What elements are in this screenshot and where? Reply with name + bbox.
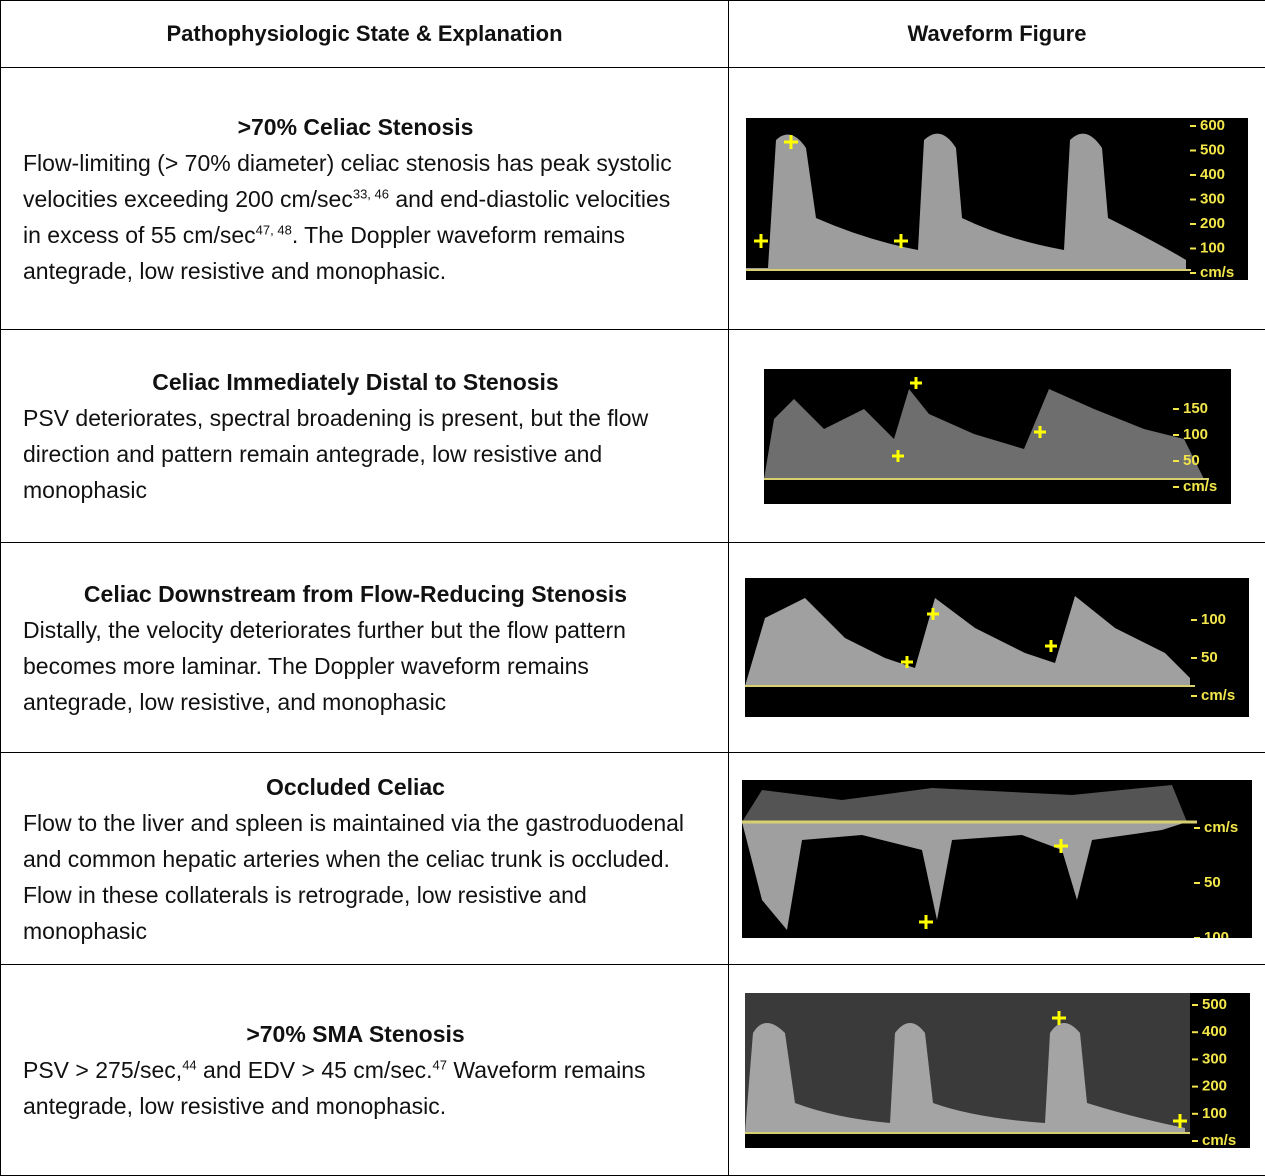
scale-label: 150: [1183, 399, 1208, 416]
waveform-figure: cm/s 50 100: [742, 779, 1252, 938]
cursor: [919, 838, 1068, 929]
body-text: Flow-limiting (> 70% diameter) celiac st…: [23, 149, 672, 212]
body-text: PSV deteriorates, spectral broadening is…: [23, 405, 649, 503]
waveform: [763, 388, 1204, 479]
scale-label: 500: [1202, 995, 1227, 1012]
scale-label: 100: [1201, 611, 1226, 628]
waveform: [745, 596, 1190, 686]
noise: [744, 992, 1190, 1133]
row: >70% Celiac Stenosis Flow-limiting (> 70%…: [0, 67, 1265, 330]
scale-label: 400: [1202, 1023, 1227, 1040]
scale-label: 300: [1200, 190, 1225, 207]
body-text: Flow to the liver and spleen is maintain…: [23, 809, 685, 944]
scale-label: 500: [1200, 141, 1225, 158]
row-title: Celiac Downstream from Flow-Reducing Ste…: [83, 580, 628, 607]
scale-label: 50: [1204, 873, 1221, 890]
waveform: [746, 133, 1186, 270]
figure-cell: 150 100 50 cm/s: [728, 329, 1265, 543]
row-title: >70% Celiac Stenosis: [237, 113, 474, 140]
reference: 33, 46: [352, 185, 389, 201]
waveform: [742, 784, 1187, 822]
row-body: Flow-limiting (> 70% diameter) celiac st…: [23, 145, 688, 289]
scale-label: cm/s: [1183, 477, 1217, 494]
body-text: PSV > 275/sec,: [23, 1057, 183, 1083]
text-cell: >70% SMA Stenosis PSV > 275/sec,44 and ED…: [0, 964, 729, 1176]
row: >70% SMA Stenosis PSV > 275/sec,44 and ED…: [0, 964, 1265, 1176]
row: Celiac Immediately Distal to Stenosis PSV…: [0, 329, 1265, 543]
row-title: Occluded Celiac: [266, 773, 445, 800]
scale-label: 50: [1201, 649, 1218, 666]
body-text: and end-diastolic velocities in excess o…: [23, 185, 671, 248]
waveform: [742, 821, 1187, 930]
row: Celiac Downstream from Flow-Reducing Ste…: [0, 542, 1265, 753]
reference: 47, 48: [255, 221, 292, 237]
cursor: [891, 376, 1046, 462]
cursor: [1051, 1010, 1187, 1128]
scale-label: 100: [1204, 928, 1229, 937]
scale-label: cm/s: [1202, 1131, 1236, 1147]
row-title: Celiac Immediately Distal to Stenosis: [152, 369, 559, 395]
scale-label: 400: [1200, 165, 1225, 182]
header-row: Pathophysiologic State & Explanation Wav…: [0, 0, 1265, 68]
reference: 47: [432, 1057, 447, 1073]
figure-cell: 600 500 400 300 200 100 cm/s: [728, 67, 1265, 330]
text-cell: Occluded Celiac Flow to the liver and spl…: [0, 752, 729, 965]
scale-label: 100: [1202, 1104, 1227, 1121]
body-text: Waveform remains antegrade, low resistiv…: [23, 1057, 646, 1119]
scale-label: 600: [1200, 118, 1225, 134]
body-text: . The Doppler waveform remains antegrade…: [23, 221, 626, 284]
scale-label: 100: [1183, 425, 1208, 442]
text-cell: Celiac Immediately Distal to Stenosis PSV…: [0, 329, 729, 543]
row-title: >70% SMA Stenosis: [246, 1021, 465, 1047]
body-text: Distally, the velocity deteriorates furt…: [23, 616, 626, 715]
scale-label: 300: [1202, 1050, 1227, 1067]
scale-label: cm/s: [1200, 263, 1234, 279]
waveform-figure: 500 400 300 200 100 cm/s: [744, 992, 1250, 1148]
waveform: [744, 1022, 1185, 1133]
row: Occluded Celiac Flow to the liver and spl…: [0, 752, 1265, 965]
row-body: PSV deteriorates, spectral broadening is…: [23, 400, 688, 508]
cursor: [901, 608, 1057, 668]
figure-cell: 500 400 300 200 100 cm/s: [728, 964, 1265, 1176]
scale-label: 50: [1183, 451, 1200, 468]
body-text: and EDV > 45 cm/sec.: [196, 1057, 433, 1083]
header-cell: Pathophysiologic State & Explanation: [0, 0, 729, 68]
reference: 44: [182, 1057, 197, 1073]
row-body: Distally, the velocity deteriorates furt…: [23, 612, 688, 720]
figure-cell: 100 50 cm/s: [728, 542, 1265, 753]
scale-label: cm/s: [1204, 818, 1238, 835]
waveform-figure: 100 50 cm/s: [745, 578, 1249, 717]
figure-cell: cm/s 50 100: [728, 752, 1265, 965]
scale-label: 200: [1202, 1077, 1227, 1094]
scale-label: 200: [1200, 214, 1225, 231]
text-cell: Celiac Downstream from Flow-Reducing Ste…: [0, 542, 729, 753]
scale-label: cm/s: [1201, 687, 1235, 704]
row-body: PSV > 275/sec,44 and EDV > 45 cm/sec.47 …: [23, 1052, 688, 1124]
header-cell: Waveform Figure: [728, 0, 1265, 68]
cursor: [754, 134, 908, 248]
row-body: Flow to the liver and spleen is maintain…: [23, 805, 688, 949]
scale-label: 100: [1200, 239, 1225, 256]
text-cell: >70% Celiac Stenosis Flow-limiting (> 70%…: [0, 67, 729, 330]
waveform-figure: 600 500 400 300 200 100 cm/s: [746, 117, 1248, 280]
waveform-figure: 150 100 50 cm/s: [763, 368, 1231, 504]
